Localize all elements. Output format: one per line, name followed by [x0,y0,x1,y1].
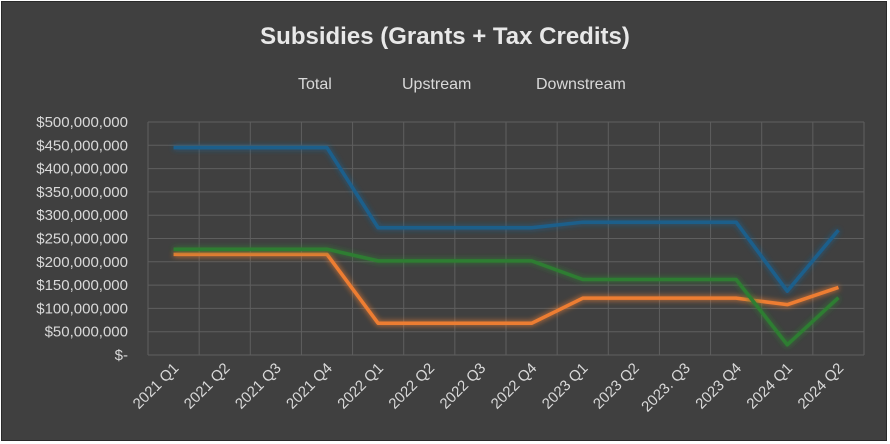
y-tick-label: $350,000,000 [36,184,128,201]
x-tick-label: 2023 Q4 [692,360,745,413]
y-tick-label: $400,000,000 [36,161,128,178]
x-tick-label: 2023 Q2 [590,360,643,413]
series-line-upstream [173,252,839,326]
series-line-total [173,145,840,293]
x-tick-label: 2021 Q2 [181,360,234,413]
x-tick-label: 2022 Q1 [334,360,387,413]
legend-label: Upstream [402,76,471,93]
y-axis: $- $50,000,000 $100,000,000 $150,000,000 $20… [36,114,128,364]
x-tick-label: 2022 Q4 [488,360,541,413]
y-tick-label: $- [115,347,128,364]
x-tick-label: 2023. Q3 [638,360,694,416]
y-tick-label: $150,000,000 [36,277,128,294]
x-tick-label: 2024 Q2 [795,360,848,413]
x-tick-label: 2023 Q1 [539,360,592,413]
x-tick-label: 2024 Q1 [743,360,796,413]
y-tick-label: $50,000,000 [45,324,128,341]
series-line-downstream [173,247,840,347]
y-tick-label: $250,000,000 [36,231,128,248]
x-tick-label: 2022 Q2 [385,360,438,413]
x-tick-label: 2021 Q3 [232,360,285,413]
y-tick-label: $200,000,000 [36,254,128,271]
y-tick-label: $100,000,000 [36,300,128,317]
legend-label: Total [298,76,332,93]
legend: Total Upstream Downstream [254,76,626,93]
y-tick-label: $450,000,000 [36,137,128,154]
legend-label: Downstream [536,76,626,93]
y-tick-label: $300,000,000 [36,207,128,224]
x-tick-label: 2021 Q1 [130,360,183,413]
chart-title: Subsidies (Grants + Tax Credits) [260,23,630,50]
x-tick-label: 2021 Q4 [283,360,336,413]
y-tick-label: $500,000,000 [36,114,128,131]
gridlines [147,121,865,356]
x-tick-label: 2022 Q3 [437,360,490,413]
series-group [173,145,840,347]
